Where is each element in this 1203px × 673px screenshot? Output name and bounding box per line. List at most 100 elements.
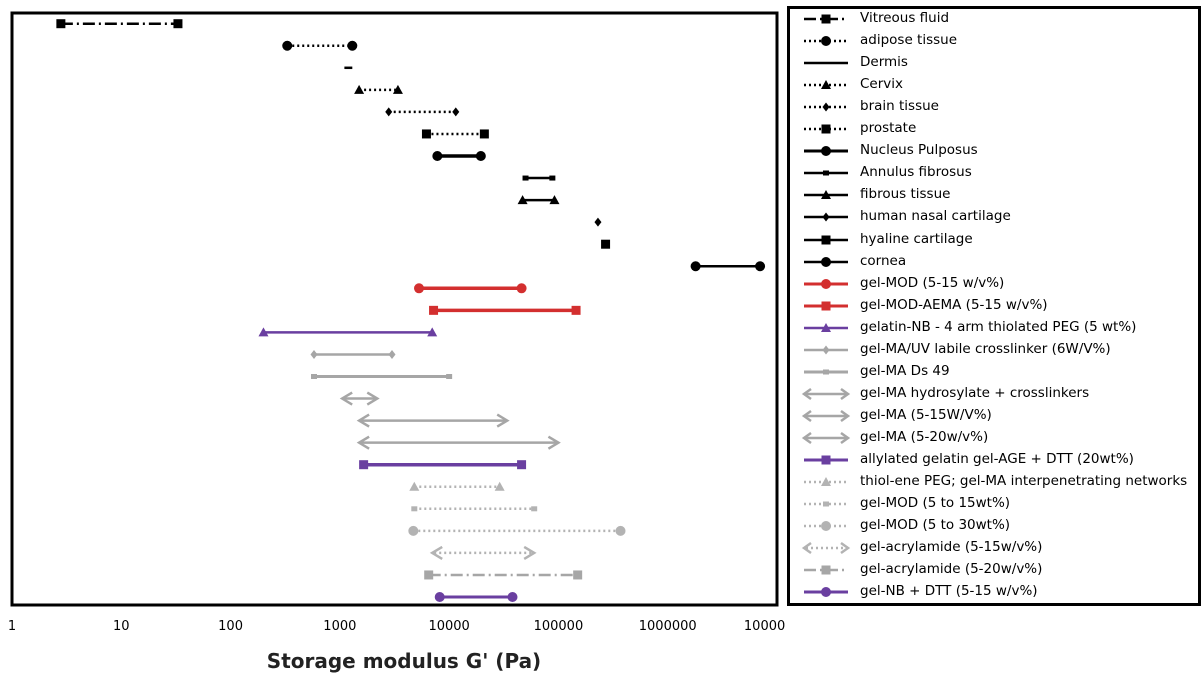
range-series-6-marker-min — [421, 129, 431, 139]
legend-swatch-9-marker — [821, 190, 831, 200]
range-series-1 — [56, 19, 183, 29]
range-series-6-marker-max — [479, 129, 489, 139]
range-series-19-arrow-right — [496, 413, 510, 428]
range-series-17 — [311, 374, 453, 379]
legend-swatch — [804, 36, 848, 47]
legend-label: allylated gelatin gel-AGE + DTT (20wt%) — [860, 451, 1134, 467]
legend-entry: gel-MOD (5 to 15wt%) — [790, 493, 1203, 515]
legend-label: gel-MA/UV labile crosslinker (6W/V%) — [860, 340, 1111, 357]
range-series-1-marker-min — [56, 19, 66, 29]
legend-swatch — [804, 369, 848, 375]
range-series-4 — [354, 84, 403, 94]
range-series-25-arrow-left — [429, 545, 443, 560]
legend-swatch — [804, 521, 848, 532]
x-tick-label: 100000 — [534, 619, 584, 634]
legend-swatch — [804, 477, 848, 487]
legend-swatch — [804, 345, 848, 355]
range-series-4-marker-min — [354, 84, 365, 94]
legend-label: gel-MA hydrosylate + crosslinkers — [860, 384, 1090, 401]
legend-swatch — [804, 565, 848, 575]
legend-entry: cornea — [790, 251, 1203, 273]
range-series-18-arrow-right — [366, 391, 380, 406]
range-series-16-marker-min — [310, 349, 318, 359]
legend-label: Annulus fibrosus — [860, 164, 972, 181]
range-series-22-marker-max — [494, 481, 505, 491]
range-series-12-marker-max — [755, 261, 766, 272]
range-series-24-marker-max — [615, 525, 626, 536]
range-series-5-marker-max — [452, 107, 460, 117]
x-tick-label: 1000000 — [639, 619, 697, 634]
legend-entry: gel-MA Ds 49 — [790, 361, 1203, 383]
legend-swatch-15-marker — [821, 322, 831, 332]
range-series-12-marker-min — [690, 261, 701, 272]
legend-swatch-6-marker — [821, 124, 831, 134]
range-series-23 — [411, 506, 538, 512]
legend-label: gelatin-NB - 4 arm thiolated PEG (5 wt%) — [860, 318, 1137, 335]
range-series-15-marker-min — [258, 327, 269, 337]
legend-label: hyaline cartilage — [860, 230, 973, 247]
range-series-24 — [408, 525, 626, 536]
range-series-9 — [517, 195, 560, 205]
range-series-20-arrow-right — [547, 435, 561, 450]
range-series-24-marker-min — [408, 525, 419, 536]
legend-label: Cervix — [860, 76, 904, 93]
legend-entry: gelatin-NB - 4 arm thiolated PEG (5 wt%) — [790, 317, 1203, 339]
range-series-21 — [359, 460, 527, 470]
legend-entry: thiol-ene PEG; gel-MA interpenetrating n… — [790, 471, 1203, 493]
legend-label: gel-MOD (5 to 15wt%) — [860, 495, 1011, 512]
range-series-11-marker-min — [601, 239, 611, 249]
range-series-5-marker-min — [385, 107, 393, 117]
range-series-2-marker-max — [347, 40, 358, 51]
legend-entry: Nucleus Pulposus — [790, 140, 1203, 162]
range-series-19-arrow-left — [356, 413, 370, 428]
range-series-20-arrow-left — [356, 435, 370, 450]
legend-entry: prostate — [790, 118, 1203, 140]
legend-swatch — [804, 301, 848, 311]
range-series-11 — [601, 239, 611, 249]
range-series-23-marker-min — [411, 506, 418, 512]
legend-entry: Annulus fibrosus — [790, 162, 1203, 184]
legend-label: gel-MA Ds 49 — [860, 362, 950, 379]
legend-label: adipose tissue — [860, 32, 958, 49]
range-series-7 — [432, 151, 486, 161]
legend-swatch-25-arrow-left — [801, 542, 812, 555]
legend-swatch-18-arrow-right — [840, 387, 851, 400]
x-axis-title: Storage modulus G' (Pa) — [267, 649, 541, 673]
legend-swatch — [804, 14, 848, 24]
legend-entry: brain tissue — [790, 96, 1203, 118]
range-series-21-marker-max — [517, 460, 527, 470]
range-series-16-marker-max — [388, 349, 396, 359]
legend-label: gel-MOD (5-15 w/v%) — [860, 274, 1005, 291]
legend-swatch-17-marker — [823, 369, 829, 375]
legend-label: thiol-ene PEG; gel-MA interpenetrating n… — [860, 473, 1188, 490]
legend-swatch — [804, 61, 848, 65]
legend-swatch-20-arrow-left — [801, 431, 812, 444]
legend-entry: human nasal cartilage — [790, 206, 1203, 228]
range-series-13-marker-min — [414, 283, 425, 294]
legend-swatch — [804, 170, 848, 176]
legend-entry: Vitreous fluid — [790, 8, 1203, 30]
legend-entry: gel-MOD-AEMA (5-15 w/v%) — [790, 295, 1203, 317]
x-tick-label: 1000 — [323, 619, 356, 634]
range-series-5 — [385, 107, 460, 117]
range-series-17-marker-min — [311, 374, 318, 379]
range-series-27 — [434, 592, 518, 602]
legend-swatch-2-marker — [821, 36, 831, 47]
legend-swatch-1-marker — [821, 14, 831, 24]
range-series-13 — [414, 283, 527, 294]
legend-swatch — [804, 235, 848, 244]
legend-swatch-8-marker — [823, 170, 829, 176]
legend-swatch-19-arrow-right — [840, 409, 851, 422]
range-series-14-marker-max — [571, 305, 581, 315]
legend-entry: fibrous tissue — [790, 184, 1203, 206]
legend-swatch-13-marker — [821, 278, 831, 289]
legend-label: gel-acrylamide (5-20w/v%) — [860, 561, 1043, 578]
x-tick-label: 100 — [218, 619, 243, 634]
legend-entry: Dermis — [790, 52, 1203, 74]
legend-swatch-19-arrow-left — [801, 409, 812, 422]
legend-label: brain tissue — [860, 98, 939, 115]
legend-swatch-18-arrow-left — [801, 387, 812, 400]
range-series-20 — [356, 435, 561, 450]
range-series-9-marker-min — [517, 195, 528, 205]
legend-swatch-4-marker — [821, 80, 831, 90]
